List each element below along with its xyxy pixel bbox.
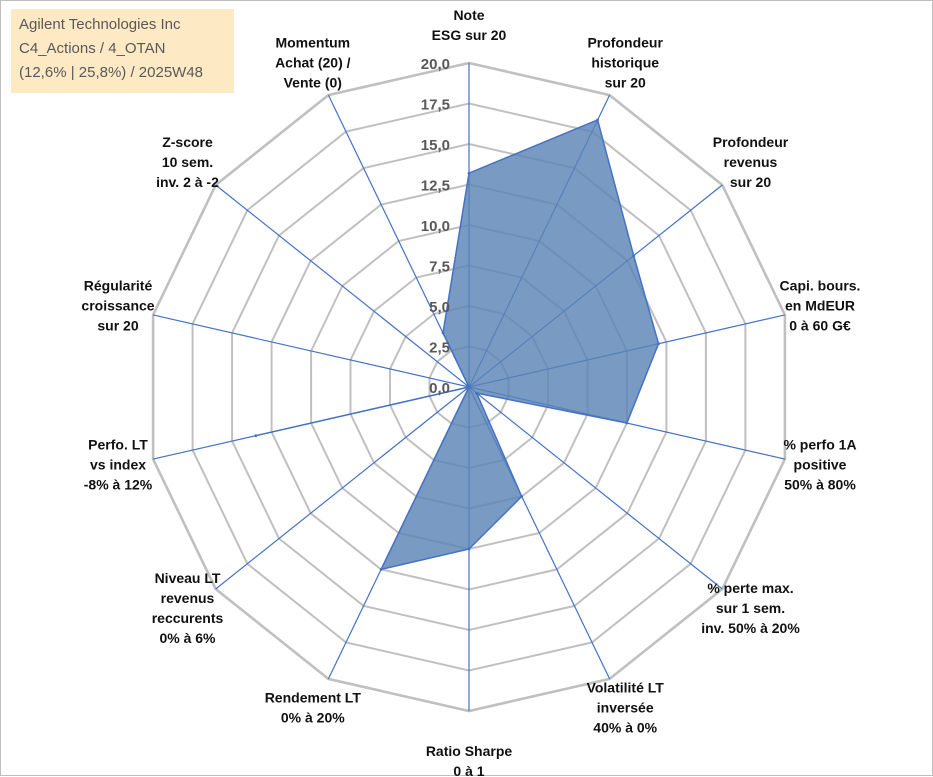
radar-spoke — [215, 184, 470, 388]
axis-label: Régularité — [84, 277, 153, 293]
tick-label: 0,0 — [429, 380, 450, 397]
series-point — [467, 547, 471, 551]
tick-label: 7,5 — [429, 259, 450, 276]
radar-spoke — [468, 386, 723, 590]
radar-spoke — [152, 314, 470, 388]
axis-label: positive — [794, 457, 847, 473]
series-point — [467, 385, 471, 389]
axis-label: -8% à 12% — [84, 477, 153, 493]
tick-label: 17,5 — [421, 97, 450, 114]
axis-label: Volatilité LT — [587, 680, 665, 696]
axis-label: 40% à 0% — [593, 720, 657, 736]
axis-label: croissance — [81, 297, 154, 313]
axis-label: Achat (20) / — [275, 55, 351, 71]
axis-label: ESG sur 20 — [432, 27, 507, 43]
axis-label: inversée — [597, 700, 654, 716]
radar-tick-labels: 0,0 2,5 5,0 7,5 10,0 12,5 15,0 17,5 20,0 — [421, 56, 450, 397]
series-point — [632, 254, 636, 258]
axis-label: reccurents — [152, 610, 224, 626]
tick-label: 15,0 — [421, 137, 450, 154]
axis-label: Profondeur — [587, 35, 663, 51]
tick-label: 12,5 — [421, 178, 450, 195]
axis-label: inv. 2 à -2 — [156, 174, 219, 190]
axis-label: 0 à 1 — [453, 763, 484, 777]
axis-label: 50% à 80% — [784, 477, 856, 493]
axis-label: Rendement LT — [265, 690, 362, 706]
tick-label: 5,0 — [429, 299, 450, 316]
axis-label: Perfo. LT — [88, 437, 148, 453]
series-point — [596, 118, 599, 122]
axis-label: sur 20 — [730, 174, 771, 190]
axis-label: revenus — [161, 590, 215, 606]
axis-label: % perfo 1A — [783, 437, 856, 453]
tick-label: 20,0 — [421, 56, 450, 73]
axis-label: vs index — [90, 457, 146, 473]
series-point — [625, 421, 629, 425]
radar-spoke — [215, 386, 470, 590]
title-box: Agilent Technologies Inc C4_Actions / 4_… — [11, 9, 234, 93]
axis-label: Profondeur — [713, 134, 789, 150]
axis-label: sur 20 — [97, 317, 138, 333]
series-point — [441, 331, 445, 335]
axis-label: Momentum — [275, 35, 350, 51]
axis-label: % perte max. — [707, 580, 793, 596]
axis-label: 0% à 20% — [281, 710, 345, 726]
series-point — [475, 391, 478, 395]
axis-label: en MdEUR — [785, 297, 855, 313]
axis-label: Vente (0) — [284, 75, 342, 91]
radar-axis-labels: Note ESG sur 20 Profondeur historique sur 20… — [81, 7, 860, 777]
axis-label: inv. 50% à 20% — [701, 620, 800, 636]
series-point — [657, 342, 660, 346]
axis-label: Niveau LT — [155, 570, 221, 586]
series-point — [379, 568, 383, 571]
axis-label: 0 à 60 G€ — [789, 317, 851, 333]
series-point — [467, 171, 471, 175]
series-area — [255, 119, 660, 571]
series-point — [520, 495, 524, 498]
axis-label: revenus — [724, 154, 778, 170]
tick-label: 2,5 — [429, 340, 450, 357]
axis-label: 10 sem. — [162, 154, 213, 170]
axis-label: sur 1 sem. — [716, 600, 785, 616]
radar-series — [254, 118, 660, 571]
axis-label: 0% à 6% — [159, 630, 216, 646]
title-category: C4_Actions / 4_OTAN — [19, 40, 166, 57]
axis-label: Z-score — [162, 134, 213, 150]
title-stats: (12,6% | 25,8%) / 2025W48 — [19, 64, 203, 81]
axis-label: historique — [591, 55, 659, 71]
axis-label: sur 20 — [605, 75, 646, 91]
tick-label: 10,0 — [421, 218, 450, 235]
title-company: Agilent Technologies Inc — [19, 16, 181, 33]
axis-label: Note — [453, 7, 484, 23]
axis-label: Ratio Sharpe — [426, 743, 513, 759]
series-point — [254, 434, 258, 438]
axis-label: Capi. bours. — [780, 277, 861, 293]
